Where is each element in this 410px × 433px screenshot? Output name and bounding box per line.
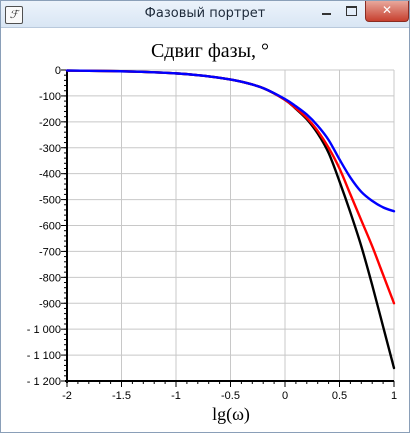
minimize-icon [321, 12, 331, 15]
y-tick-label: -600 [39, 221, 61, 233]
y-tick-label: -100 [39, 91, 61, 103]
y-tick-label: -800 [39, 272, 61, 284]
maximize-button[interactable] [339, 1, 363, 21]
x-tick-label: -1 [171, 390, 181, 402]
chart-title: Сдвиг фазы, ° [151, 40, 269, 62]
y-axis-ticks: 0 -100 -200 -300 -400 -500 -600 -700 -800 -900 - 1… [27, 65, 67, 388]
y-tick-label: -700 [39, 246, 61, 258]
x-axis-label: lg(ω) [212, 404, 250, 425]
y-tick-label: - 1 100 [27, 350, 61, 362]
title-bar[interactable]: ℱ Фазовый портрет ✕ [1, 1, 409, 28]
x-tick-label: 1 [391, 390, 397, 402]
window-title: Фазовый портрет [144, 6, 266, 21]
x-tick-label: 0.5 [332, 390, 347, 402]
x-tick-label: 0 [282, 390, 288, 402]
y-tick-label: 0 [55, 65, 61, 77]
x-tick-label: -0.5 [221, 390, 240, 402]
y-tick-label: - 1 000 [27, 324, 61, 336]
series-group [65, 69, 396, 370]
y-tick-label: -900 [39, 298, 61, 310]
grid [66, 69, 395, 382]
app-icon[interactable]: ℱ [5, 6, 23, 24]
close-icon: ✕ [381, 3, 393, 17]
x-tick-label: -2 [62, 390, 72, 402]
x-axis-ticks: -2 -1.5 -1 -0.5 0 0.5 1 [62, 381, 397, 402]
y-tick-label: -200 [39, 117, 61, 129]
series-line-2 [65, 69, 396, 213]
axes [64, 69, 395, 384]
minimize-button[interactable] [314, 1, 338, 21]
x-tick-label: -1.5 [112, 390, 131, 402]
y-tick-label: -300 [39, 143, 61, 155]
y-tick-label: -400 [39, 169, 61, 181]
maximize-icon [345, 5, 357, 16]
y-tick-label: -500 [39, 195, 61, 207]
close-button[interactable]: ✕ [365, 1, 409, 22]
y-tick-label: - 1 200 [27, 376, 61, 388]
